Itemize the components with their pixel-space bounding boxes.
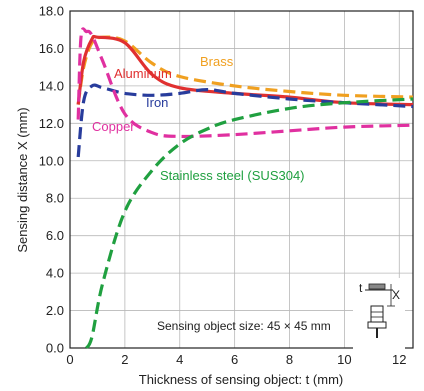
y-tick-label: 0.0 (46, 341, 64, 356)
series-label-aluminum: Aluminum (114, 66, 172, 81)
series-line-copper (76, 27, 414, 139)
series-label-iron: Iron (146, 95, 168, 110)
series-line-stainless-steel-sus304 (85, 97, 414, 349)
y-tick-label: 6.0 (46, 228, 64, 243)
x-tick-label: 2 (121, 352, 128, 367)
x-tick-label: 10 (337, 352, 351, 367)
y-tick-label: 18.0 (39, 4, 64, 19)
x-axis-title: Thickness of sensing object: t (mm) (139, 372, 343, 387)
series-labels: Brass Aluminum Iron Copper Stainless steel (… (92, 54, 305, 183)
y-tick-label: 16.0 (39, 41, 64, 56)
series-label-brass: Brass (200, 54, 234, 69)
x-tick-label: 0 (66, 352, 73, 367)
y-tick-label: 2.0 (46, 303, 64, 318)
x-tick-label: 12 (392, 352, 406, 367)
y-tick-label: 10.0 (39, 153, 64, 168)
sensor-diagram-icon (353, 278, 405, 350)
y-tick-label: 8.0 (46, 191, 64, 206)
series-line-iron (76, 83, 414, 158)
plot-frame (69, 10, 414, 349)
x-tick-label: 6 (231, 352, 238, 367)
series-label-copper: Copper (92, 119, 135, 134)
y-tick-label: 14.0 (39, 78, 64, 93)
y-tick-label: 4.0 (46, 266, 64, 281)
x-tick-label: 8 (286, 352, 293, 367)
size-annotation: Sensing object size: 45 × 45 mm (157, 319, 331, 333)
series-label-stainless-steel-sus304: Stainless steel (SUS304) (160, 168, 305, 183)
diagram-label-x: X (392, 288, 400, 302)
y-axis-title: Sensing distance X (mm) (15, 107, 30, 252)
y-tick-label: 12.0 (39, 116, 64, 131)
x-tick-label: 4 (176, 352, 183, 367)
tick-labels: 0.0 2.0 4.0 6.0 8.0 10.0 12.0 14.0 16.0 18.0 0 2 4 6 8… (39, 4, 407, 368)
series-group (76, 27, 414, 349)
diagram-label-t: t (359, 281, 363, 295)
